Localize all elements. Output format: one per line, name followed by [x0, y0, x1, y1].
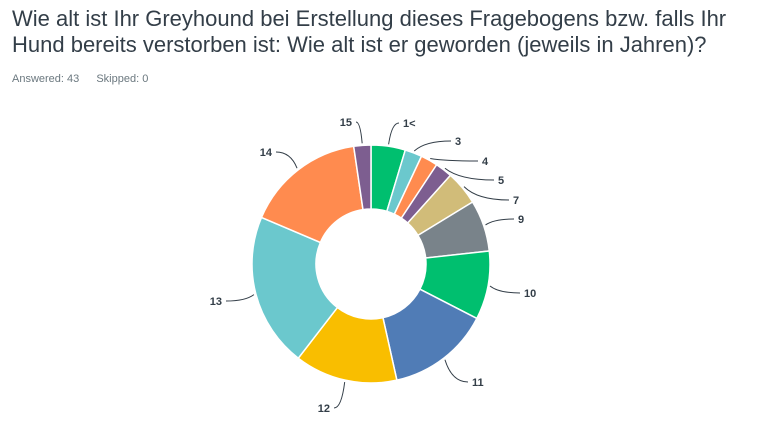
question-title: Wie alt ist Ihr Greyhound bei Erstellung…	[12, 6, 727, 57]
slice-label-9: 9	[518, 214, 524, 226]
leader-line-11	[444, 359, 469, 383]
leader-line-1<	[388, 122, 400, 145]
leader-line-3	[413, 140, 452, 152]
slice-label-1<: 1<	[403, 118, 416, 130]
slice-13	[251, 216, 339, 360]
leader-line-4	[430, 157, 479, 162]
slice-label-14: 14	[260, 147, 273, 159]
slice-label-10: 10	[524, 288, 536, 300]
leader-line-14	[275, 151, 298, 169]
slice-label-5: 5	[498, 175, 504, 187]
leader-line-12	[333, 382, 346, 409]
slice-label-7: 7	[513, 195, 519, 207]
skipped-count: Skipped: 0	[96, 73, 149, 85]
slice-labels: 1< 3 457 9 10 11 12 13 14 15	[210, 117, 537, 415]
leader-line-9	[485, 218, 515, 226]
donut-slices	[251, 144, 491, 384]
leader-line-13	[225, 294, 255, 302]
slice-label-13: 13	[210, 296, 222, 308]
slice-label-4: 4	[482, 156, 489, 168]
answered-count: Answered: 43	[12, 73, 80, 85]
response-stats: Answered: 43 Skipped: 0	[12, 73, 162, 85]
slice-label-12: 12	[318, 403, 330, 415]
leader-line-5	[444, 167, 495, 181]
slice-label-15: 15	[340, 117, 352, 129]
leader-line-7	[463, 186, 510, 201]
slice-label-3: 3	[455, 136, 461, 148]
slice-label-11: 11	[472, 377, 484, 389]
leader-line-15	[355, 121, 363, 144]
slice-15	[352, 144, 372, 211]
leader-line-10	[489, 285, 521, 294]
